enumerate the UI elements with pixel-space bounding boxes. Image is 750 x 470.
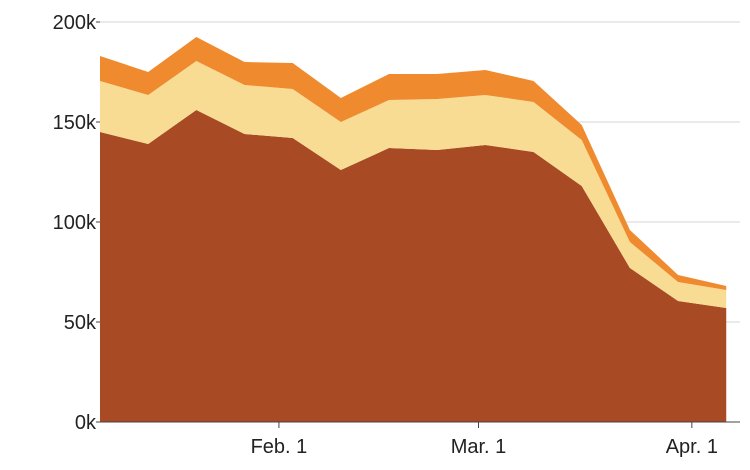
- area-series-1: [100, 110, 727, 422]
- x-tick-label-2020-02-01: Feb. 1: [251, 436, 308, 458]
- axes: [96, 21, 740, 428]
- x-tick-label-2020-04-01: Apr. 1: [666, 436, 718, 458]
- x-tick-label-2020-03-01: Mar. 1: [451, 436, 507, 458]
- y-tick-label-200000: 200k: [53, 12, 97, 34]
- y-tick-label-0: 0k: [75, 412, 97, 434]
- tick-labels: 0k 50k 100k 150k 200k Feb. 1 Mar. 1 Apr. 1: [53, 12, 718, 458]
- area-series-3: [100, 37, 727, 290]
- area-series-group: [100, 37, 727, 422]
- area-series-2: [100, 61, 727, 308]
- y-tick-label-150000: 150k: [53, 112, 97, 134]
- y-tick-label-100000: 100k: [53, 212, 97, 234]
- y-tick-label-50000: 50k: [64, 312, 97, 334]
